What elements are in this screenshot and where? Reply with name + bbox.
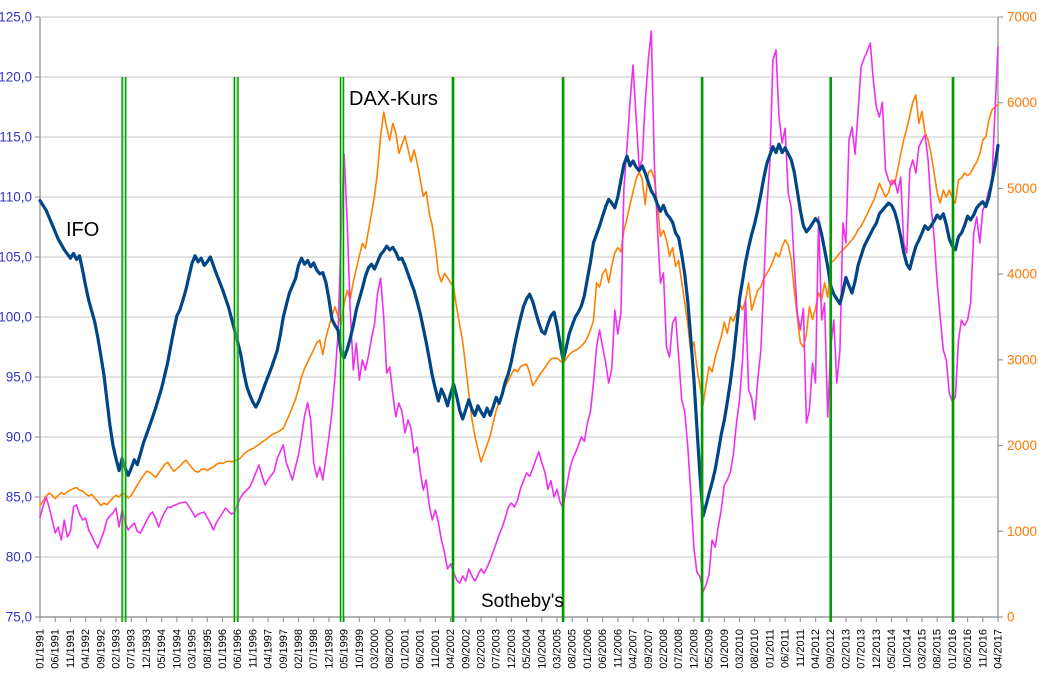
- right-tick-label: 6000: [1007, 95, 1037, 110]
- x-tick-label: 11/2006: [612, 629, 624, 668]
- x-tick-label: 07/1998: [308, 629, 320, 669]
- x-tick-label: 11/2001: [430, 629, 442, 668]
- left-tick-label: 125,0: [0, 10, 32, 25]
- y-axis-right: 7000 6000 5000 4000 3000 2000 1000 0: [998, 10, 1037, 625]
- x-tick-label: 07/2008: [673, 629, 685, 669]
- right-tick-label: 5000: [1007, 181, 1037, 196]
- left-tick-label: 115,0: [0, 130, 32, 145]
- x-tick-label: 04/2012: [810, 629, 822, 669]
- x-tick-label: 11/2016: [977, 629, 989, 668]
- x-tick-label: 02/1993: [111, 629, 123, 669]
- x-tick-label: 06/2006: [597, 629, 609, 669]
- x-tick-label: 01/2016: [947, 629, 959, 669]
- x-tick-label: 09/1992: [95, 629, 107, 669]
- x-tick-label: 03/2005: [552, 629, 564, 669]
- x-tick-label: 03/1995: [187, 629, 199, 669]
- x-tick-label: 12/2003: [506, 629, 518, 669]
- x-tick-label: 08/2005: [567, 629, 579, 669]
- right-tick-label: 2000: [1007, 438, 1037, 453]
- event-marker-line: [233, 77, 239, 622]
- right-tick-label: 1000: [1007, 524, 1037, 539]
- left-tick-label: 100,0: [0, 310, 32, 325]
- x-tick-label: 04/2007: [628, 629, 640, 669]
- x-tick-label: 10/2014: [901, 629, 913, 669]
- x-tick-label: 09/1997: [278, 629, 290, 669]
- x-tick-label: 12/2008: [688, 629, 700, 669]
- x-tick-label: 08/1995: [202, 629, 214, 669]
- x-tick-label: 09/2002: [460, 629, 472, 669]
- x-tick-label: 08/2010: [749, 629, 761, 669]
- left-tick-label: 80,0: [6, 550, 32, 565]
- y-axis-left: 125,0 120,0 115,0 110,0 105,0 100,0 95,0 90,0 85…: [0, 10, 40, 625]
- x-tick-label: 06/1991: [50, 629, 62, 669]
- left-tick-label: 90,0: [6, 430, 32, 445]
- x-tick-label: 04/1997: [263, 629, 275, 669]
- right-tick-label: 3000: [1007, 352, 1037, 367]
- left-tick-label: 85,0: [6, 490, 32, 505]
- x-tick-label: 11/1996: [247, 629, 259, 668]
- x-tick-label: 10/1999: [354, 629, 366, 669]
- x-tick-label: 10/2004: [536, 629, 548, 669]
- series-ifo: [38, 142, 1000, 518]
- x-tick-label: 04/1992: [80, 629, 92, 669]
- x-tick-label: 06/2016: [962, 629, 974, 669]
- left-tick-label: 95,0: [6, 370, 32, 385]
- x-tick-label: 12/2013: [871, 629, 883, 669]
- x-tick-label: 04/2002: [445, 629, 457, 669]
- x-tick-label: 05/1999: [339, 629, 351, 669]
- x-tick-label: 08/2000: [384, 629, 396, 669]
- x-tick-label: 05/1994: [156, 629, 168, 669]
- x-tick-label: 09/2012: [825, 629, 837, 669]
- x-tick-label: 04/2017: [993, 629, 1005, 669]
- series-sothebys: [39, 30, 999, 593]
- x-tick-label: 07/2013: [856, 629, 868, 669]
- left-tick-label: 75,0: [6, 610, 32, 625]
- x-tick-label: 06/1996: [232, 629, 244, 669]
- series-daxkurs: [39, 94, 999, 507]
- x-tick-label: 03/2015: [916, 629, 928, 669]
- x-tick-label: 11/1991: [65, 629, 77, 668]
- x-tick-label: 10/1994: [171, 629, 183, 669]
- left-tick-label: 120,0: [0, 70, 32, 85]
- right-tick-label: 0: [1007, 610, 1015, 625]
- x-tick-label: 09/2007: [643, 629, 655, 669]
- x-tick-label: 11/2011: [795, 629, 807, 667]
- right-tick-label: 7000: [1007, 10, 1037, 25]
- x-tick-label: 12/1998: [323, 629, 335, 669]
- x-tick-label: 08/2015: [932, 629, 944, 669]
- x-tick-label: 05/2014: [886, 629, 898, 669]
- left-tick-label: 110,0: [0, 190, 32, 205]
- x-tick-label: 06/2011: [780, 629, 792, 668]
- x-tick-label: 02/2013: [840, 629, 852, 669]
- x-tick-label: 02/2003: [475, 629, 487, 669]
- x-tick-label: 06/2001: [415, 629, 427, 669]
- x-tick-label: 12/1993: [141, 629, 153, 669]
- event-marker-line: [121, 77, 127, 622]
- x-tick-label: 01/2006: [582, 629, 594, 669]
- x-tick-label: 01/1991: [35, 629, 47, 669]
- event-marker-line: [339, 77, 345, 622]
- x-tick-label: 01/1996: [217, 629, 229, 669]
- x-tick-label: 03/2000: [369, 629, 381, 669]
- x-tick-label: 07/1993: [126, 629, 138, 669]
- x-tick-label: 07/2003: [491, 629, 503, 669]
- x-axis: 01/1991 06/1991 11/1991 04/1992 09/1992 02/19…: [35, 617, 1005, 669]
- right-tick-label: 4000: [1007, 267, 1037, 282]
- x-tick-label: 02/2008: [658, 629, 670, 669]
- x-tick-label: 02/1998: [293, 629, 305, 669]
- x-tick-label: 05/2009: [704, 629, 716, 669]
- x-tick-label: 03/2010: [734, 629, 746, 669]
- x-tick-label: 01/2001: [399, 629, 411, 669]
- event-markers: [121, 77, 955, 622]
- x-tick-label: 10/2009: [719, 629, 731, 669]
- x-tick-label: 05/2004: [521, 629, 533, 669]
- left-tick-label: 105,0: [0, 250, 32, 265]
- x-tick-label: 01/2011: [764, 629, 776, 668]
